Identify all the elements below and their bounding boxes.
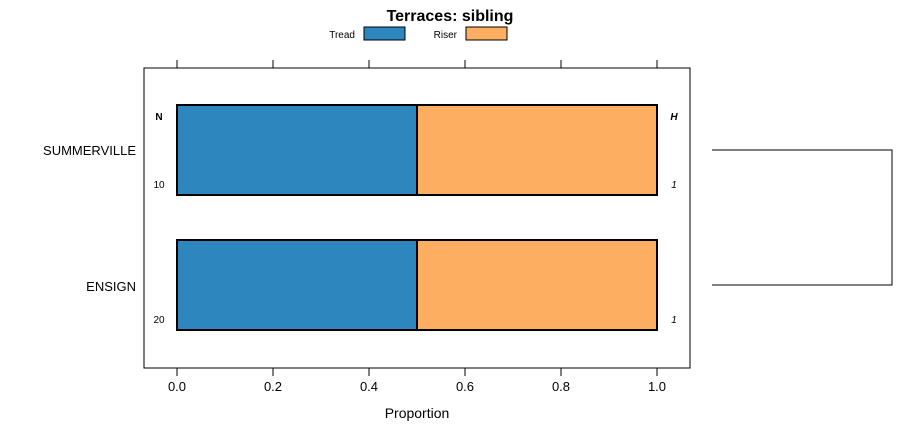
legend-swatch-riser [465,26,508,41]
bar-tread-ensign [176,239,418,331]
x-tick-label: 0.2 [264,379,282,394]
dendrogram [712,149,893,286]
bars [176,104,658,331]
x-tick-label: 0.8 [552,379,570,394]
h-value-ensign: 1 [671,315,677,326]
plot-frame [143,67,691,369]
bar-tread-summerville [176,104,418,196]
n-value-summerville: 10 [153,180,165,191]
x-tick-label: 0.6 [456,379,474,394]
top-ticks [176,60,658,68]
h-column-header: H [670,112,678,123]
bar-riser-summerville [416,104,658,196]
n-column-header: N [155,112,162,123]
x-tick-label: 1.0 [648,379,666,394]
category-label-ensign: ENSIGN [86,279,136,294]
legend-swatch-tread [363,26,406,41]
legend: Tread Riser [329,26,508,41]
legend-label-tread: Tread [329,30,355,41]
legend-label-riser: Riser [434,30,458,41]
n-value-ensign: 20 [153,315,165,326]
h-value-summerville: 1 [671,180,677,191]
x-tick-label: 0.4 [360,379,378,394]
category-label-summerville: SUMMERVILLE [43,143,136,158]
bottom-axis: 0.0 0.2 0.4 0.6 0.8 1.0 [168,368,666,394]
bar-riser-ensign [416,239,658,331]
x-axis-title: Proportion [385,405,450,421]
chart-title: Terraces: sibling [387,8,514,25]
x-tick-label: 0.0 [168,379,186,394]
